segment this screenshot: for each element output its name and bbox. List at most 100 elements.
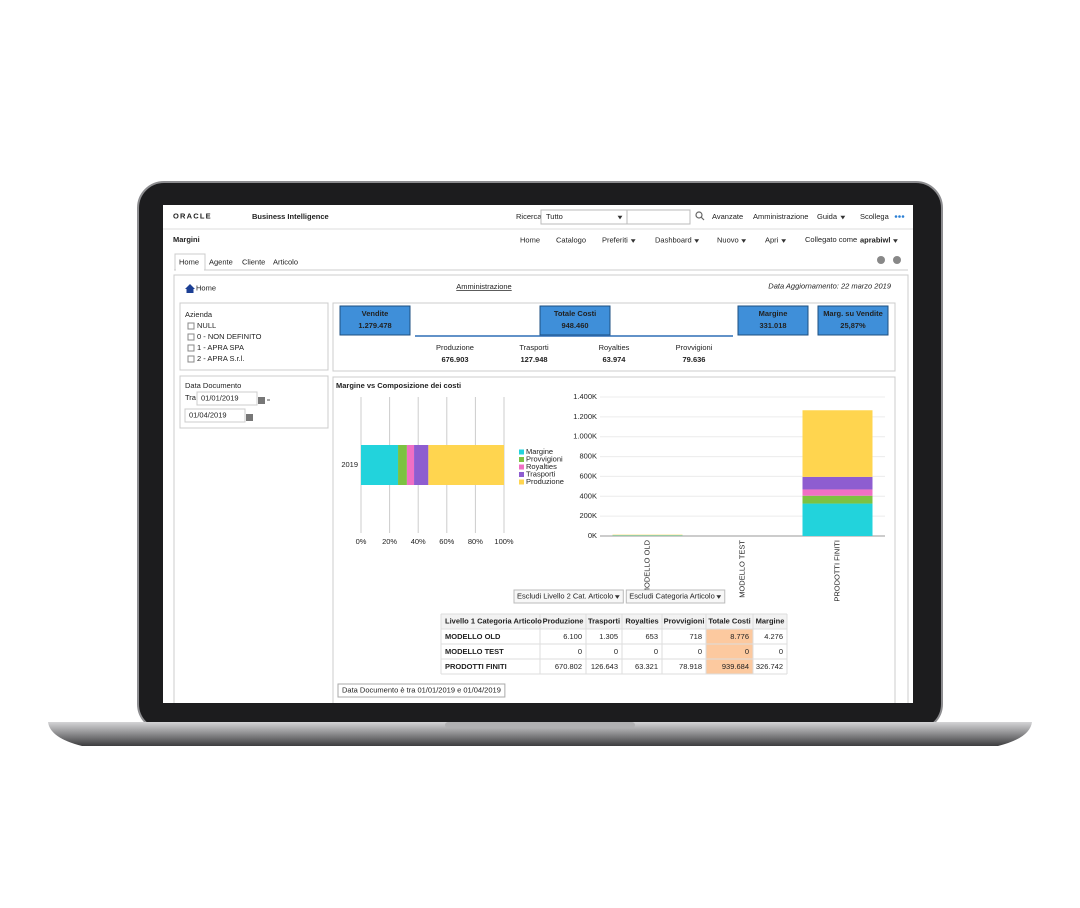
y-tick-label: 600K [579,471,597,480]
y-tick-label: 1.400K [573,392,597,401]
date-from[interactable]: 01/01/2019 [201,393,239,402]
product-name: Business Intelligence [252,212,329,221]
table-row-header[interactable]: MODELLO OLD [445,632,501,641]
kpi-value: 25,87% [840,321,866,330]
selector-box[interactable] [625,589,726,604]
search-scope[interactable]: Tutto [546,212,563,221]
nav-link[interactable]: Apri [765,235,779,244]
y-tick-label: 1.200K [573,412,597,421]
table-header-bg [441,614,787,629]
table-header: Trasporti [588,616,620,625]
x-tick-label: MODELLO TEST [737,540,746,598]
kpi-box [737,305,809,336]
table-cell: 78.918 [679,662,702,671]
user-name[interactable]: aprabiwl [860,235,890,244]
header-link[interactable]: Scollega [860,212,890,221]
selector-label[interactable]: Escludi Categoria Articolo [629,591,714,600]
table-header: Provvigioni [664,616,705,625]
tab[interactable]: Agente [209,257,233,266]
filter-note-box [337,683,506,698]
table-header: Livello 1 Categoria Articolo [445,616,542,625]
header-link[interactable]: Amministrazione [753,212,808,221]
table-cell: 718 [689,632,702,641]
header-link[interactable]: Avanzate [712,212,743,221]
cost-label: Royalties [599,343,630,352]
legend-swatch [519,479,524,485]
user-label: Collegato come [805,235,857,244]
bar-segment [428,445,504,485]
bar-segment [361,445,399,485]
settings-icon[interactable] [877,256,885,264]
x-tick-label: PRODOTTI FINITI [832,540,841,602]
y-tick-label: 200K [579,511,597,520]
table-highlight-cell [706,629,753,644]
dropdown-caret [741,239,747,243]
nav-link[interactable]: Dashboard [655,235,692,244]
calendar-icon[interactable] [246,414,253,421]
tab[interactable]: Cliente [242,257,265,266]
breadcrumb-link[interactable]: Amministrazione [456,282,511,291]
date-input[interactable] [184,408,246,423]
table-row-header[interactable]: PRODOTTI FINITI [445,662,507,671]
selector-box[interactable] [513,589,624,604]
date-to[interactable]: 01/04/2019 [189,410,227,419]
table-cell: 4.276 [764,632,783,641]
date-input[interactable] [196,391,258,406]
table-cell: 0 [779,647,783,656]
filter-label: Data Documento [185,381,241,390]
tab-active-label[interactable]: Home [179,257,199,266]
legend-swatch [519,472,524,477]
help-icon[interactable] [893,256,901,264]
kpi-label: Marg. su Vendite [823,309,883,318]
kpi-label: Totale Costi [554,309,596,318]
dropdown-caret [614,595,620,599]
x-tick-label: 60% [439,537,454,546]
filter-note: Data Documento è tra 01/01/2019 e 01/04/… [342,685,501,694]
tab[interactable]: Articolo [273,257,298,266]
update-date: Data Aggiornamento: 22 marzo 2019 [768,281,892,290]
search-icon[interactable] [695,211,703,219]
y-tick-label: 1.000K [573,432,597,441]
calendar-icon[interactable] [258,397,265,404]
dropdown-caret [781,239,787,243]
nav-link[interactable]: Nuovo [717,235,739,244]
legend-swatch [519,464,524,470]
table-highlight-cell [706,644,753,659]
table-row-header[interactable]: MODELLO TEST [445,647,504,656]
kpi-value: 948.460 [561,321,588,330]
table-header: Royalties [625,616,658,625]
menu-dots[interactable] [894,215,898,218]
legend-swatch [519,457,524,462]
selector-label[interactable]: Escludi Livello 2 Cat. Articolo [517,591,613,600]
kpi-box [817,305,889,336]
table-header: Margine [756,616,785,625]
checkbox-label: NULL [197,321,216,330]
search-input[interactable] [626,209,691,225]
checkbox-label: 1 - APRA SPA [197,343,244,352]
checkbox[interactable] [187,344,195,352]
menu-dots[interactable] [898,215,901,218]
cost-label: Produzione [436,343,474,352]
header-link[interactable]: Guida [817,212,838,221]
cost-value: 63.974 [603,355,627,364]
section-title: Margine vs Composizione dei costi [336,381,461,390]
nav-link[interactable]: Preferiti [602,235,628,244]
checkbox[interactable] [187,355,195,363]
y-tick-label: 0K [588,531,597,540]
kpi-label: Vendite [362,309,389,318]
menu-dots[interactable] [901,215,905,218]
table-highlight-cell [706,659,753,674]
table-cell: 126.643 [591,662,618,671]
checkbox[interactable] [187,322,195,330]
checkbox[interactable] [187,333,195,341]
kpi-box [339,305,411,336]
table-cell: 8.776 [730,632,749,641]
bar-segment [802,503,873,536]
breadcrumb-home[interactable]: Home [196,283,216,292]
nav-link[interactable]: Home [520,235,540,244]
table-header: Totale Costi [708,616,750,625]
nav-link[interactable]: Catalogo [556,235,586,244]
x-tick-label: 40% [411,537,426,546]
y-tick-label: 400K [579,491,597,500]
kpi-value: 1.279.478 [358,321,391,330]
